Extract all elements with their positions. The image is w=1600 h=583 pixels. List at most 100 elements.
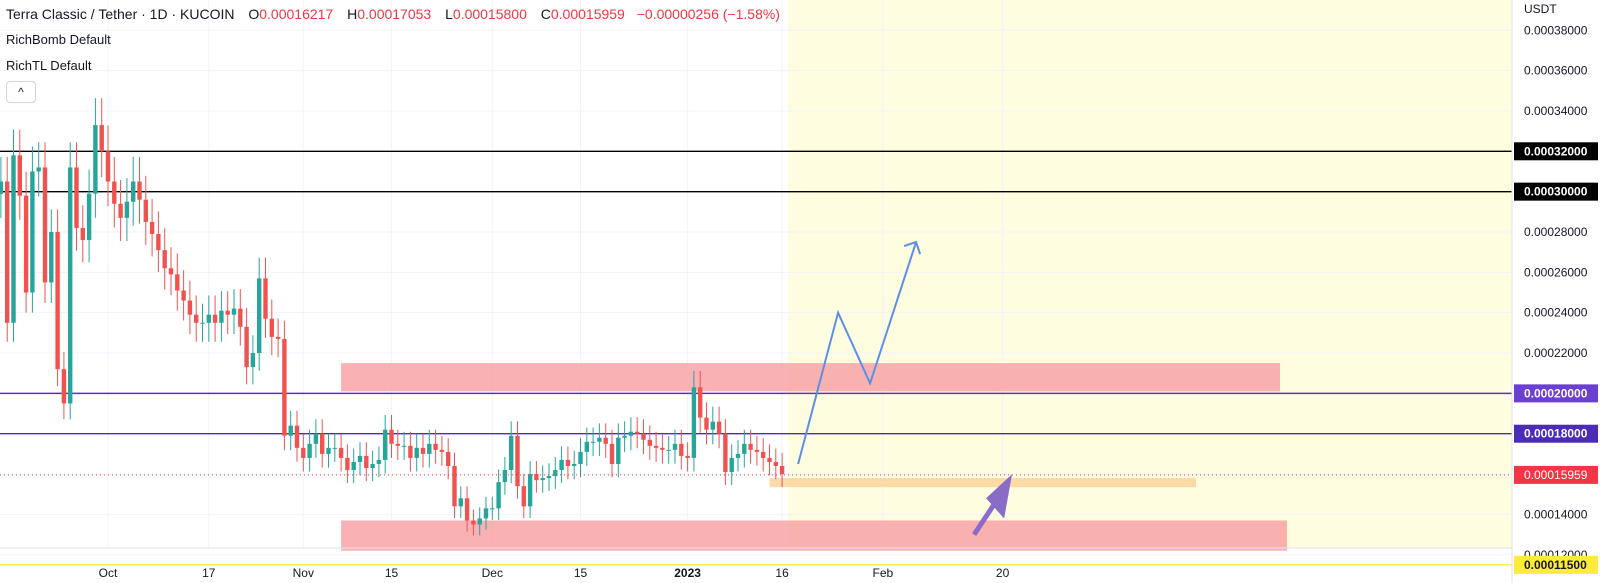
- base-zone: [769, 478, 1196, 488]
- symbol-title: Terra Classic / Tether · 1D · KUCOIN: [6, 6, 235, 22]
- candle-body: [23, 195, 29, 293]
- candle-body: [515, 435, 520, 487]
- candle-body: [427, 443, 432, 454]
- candle-body: [168, 268, 174, 275]
- candle-body: [729, 457, 734, 473]
- candle-body: [131, 181, 136, 202]
- level-label-bg: [1514, 555, 1598, 574]
- candle-body: [326, 447, 331, 454]
- candle-body: [225, 310, 230, 315]
- candle-body: [370, 463, 375, 469]
- y-tick-label: 0.00036000: [1524, 64, 1588, 78]
- symbol-header: Terra Classic / Tether · 1D · KUCOIN O0.…: [6, 6, 780, 22]
- candle-body: [364, 455, 369, 469]
- candle-body: [351, 461, 356, 471]
- candle-body: [395, 443, 400, 446]
- x-tick-label: 2023: [674, 566, 701, 580]
- candle-body: [408, 445, 413, 458]
- x-tick-label: Dec: [482, 566, 503, 580]
- x-tick-label: Feb: [873, 566, 894, 580]
- last-price-label: 0.00015959: [1524, 468, 1588, 482]
- candle-body: [282, 338, 287, 436]
- candle-body: [231, 308, 237, 315]
- candle-body: [710, 421, 715, 430]
- candle-body: [288, 425, 293, 436]
- y-tick-label: 0.00022000: [1524, 346, 1588, 360]
- level-label-bg: [1514, 424, 1598, 443]
- candle-body: [779, 465, 785, 475]
- last-price-label-bg: [1514, 465, 1598, 484]
- candle-body: [332, 447, 337, 449]
- level-label-bg: [1514, 182, 1598, 201]
- candle-body: [464, 498, 470, 521]
- candle-body: [572, 463, 577, 466]
- candle-body: [36, 167, 41, 172]
- candle-body: [257, 278, 262, 354]
- candle-body: [679, 443, 684, 456]
- candle-body: [590, 441, 596, 443]
- candle-body: [653, 445, 659, 448]
- open-label: O: [248, 6, 260, 22]
- candle-body: [389, 429, 394, 444]
- candle-body: [527, 474, 533, 507]
- level-label: 0.00011500: [1524, 558, 1587, 572]
- forecast-arrow-head: [903, 240, 922, 255]
- y-tick-label: 0.00028000: [1524, 225, 1588, 239]
- collapse-indicators-button[interactable]: ^: [6, 81, 36, 103]
- y-tick-label: 0.00034000: [1524, 104, 1588, 118]
- candle-body: [250, 353, 256, 368]
- candle-body: [345, 457, 350, 471]
- candle-body: [112, 181, 117, 204]
- low-label: L: [445, 6, 453, 22]
- candle-body: [420, 447, 426, 454]
- high-label: H: [347, 6, 358, 22]
- high-value: 0.00017053: [357, 6, 432, 22]
- candle-body: [698, 387, 703, 418]
- candle-body: [622, 435, 627, 438]
- level-label-bg: [1514, 384, 1598, 403]
- candle-body: [49, 231, 54, 283]
- purple-arrow-head: [986, 474, 1013, 519]
- forecast-region: [788, 0, 1512, 548]
- candle-body: [616, 437, 621, 464]
- candle-body: [99, 125, 104, 152]
- x-tick-label: Oct: [99, 566, 118, 580]
- indicator-richtl[interactable]: RichTL Default: [6, 58, 92, 73]
- open-value: 0.00016217: [259, 6, 334, 22]
- indicator-richbomb[interactable]: RichBomb Default: [6, 32, 111, 47]
- x-tick-label: 17: [202, 566, 216, 580]
- x-tick-label: 15: [574, 566, 588, 580]
- candle-body: [471, 520, 476, 525]
- low-value: 0.00015800: [452, 6, 527, 22]
- candle-body: [540, 478, 545, 481]
- level-label: 0.00030000: [1524, 185, 1588, 199]
- candle-body: [181, 290, 186, 301]
- candle-body: [578, 451, 583, 464]
- candle-body: [118, 203, 123, 218]
- candle-body: [244, 326, 249, 368]
- candle-body: [666, 449, 671, 451]
- y-tick-label: 0.00026000: [1524, 265, 1588, 279]
- candle-body: [483, 508, 489, 519]
- close-label: C: [540, 6, 551, 22]
- candle-body: [446, 451, 451, 466]
- candle-body: [597, 437, 602, 442]
- candle-body: [704, 417, 709, 430]
- candle-body: [200, 322, 205, 324]
- candle-body: [685, 455, 690, 458]
- candle-body: [105, 151, 111, 182]
- candle-body: [496, 482, 501, 509]
- candle-body: [313, 433, 319, 444]
- level-label: 0.00018000: [1524, 427, 1588, 441]
- candle-body: [194, 314, 199, 323]
- candle-body: [212, 314, 218, 323]
- candle-body: [175, 274, 180, 291]
- candle-body: [584, 441, 589, 452]
- candle-body: [628, 431, 634, 436]
- candle-body: [307, 443, 312, 458]
- candle-body: [86, 193, 92, 241]
- candle-body: [660, 447, 665, 450]
- candle-body: [137, 181, 142, 200]
- candle-body: [294, 425, 300, 448]
